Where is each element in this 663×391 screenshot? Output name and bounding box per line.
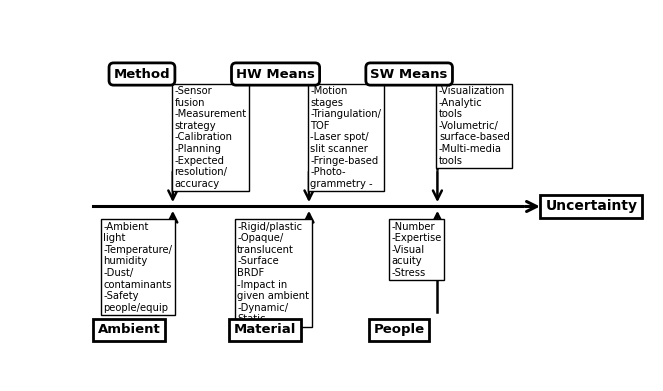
Text: Uncertainty: Uncertainty xyxy=(546,199,637,213)
Text: -Rigid/plastic
-Opaque/
translucent
-Surface
BRDF
-Impact in
given ambient
-Dyna: -Rigid/plastic -Opaque/ translucent -Sur… xyxy=(237,222,309,325)
Text: Ambient: Ambient xyxy=(97,323,160,336)
Text: Method: Method xyxy=(113,68,170,81)
Text: -Ambient
light
-Temperature/
humidity
-Dust/
contaminants
-Safety
people/equip: -Ambient light -Temperature/ humidity -D… xyxy=(103,222,172,313)
Text: SW Means: SW Means xyxy=(371,68,448,81)
Text: -Number
-Expertise
-Visual
acuity
-Stress: -Number -Expertise -Visual acuity -Stres… xyxy=(391,222,442,278)
Text: -Motion
stages
-Triangulation/
TOF
-Laser spot/
slit scanner
-Fringe-based
-Phot: -Motion stages -Triangulation/ TOF -Lase… xyxy=(310,86,381,189)
Text: -Sensor
fusion
-Measurement
strategy
-Calibration
-Planning
-Expected
resolution: -Sensor fusion -Measurement strategy -Ca… xyxy=(174,86,247,189)
Text: HW Means: HW Means xyxy=(236,68,315,81)
Text: -Visualization
-Analytic
tools
-Volumetric/
surface-based
-Multi-media
tools: -Visualization -Analytic tools -Volumetr… xyxy=(439,86,510,166)
Text: People: People xyxy=(373,323,424,336)
Text: Material: Material xyxy=(234,323,296,336)
